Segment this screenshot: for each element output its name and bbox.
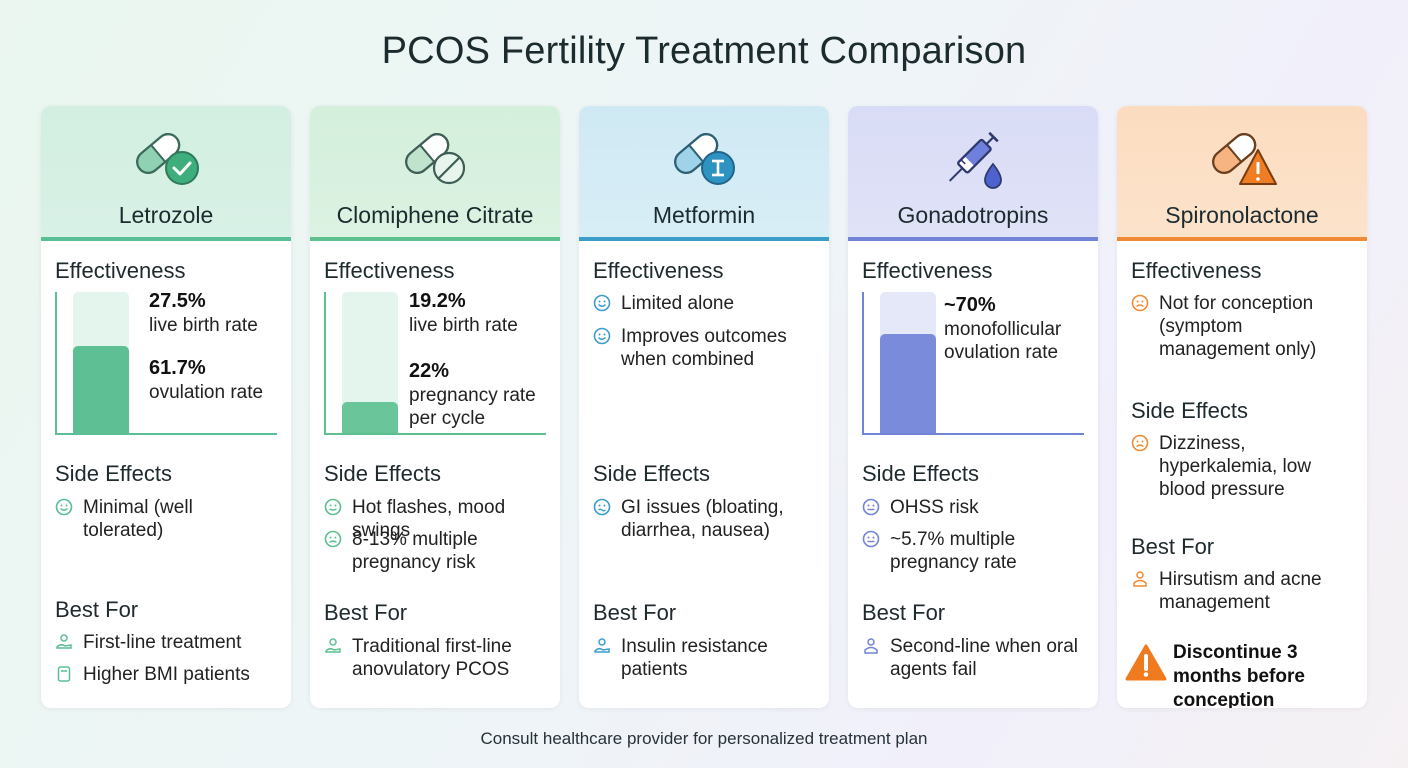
pregnancy-rate-bar bbox=[342, 402, 398, 433]
stat-value: ~70% bbox=[944, 294, 996, 316]
side-effect-item: OHSS risk bbox=[890, 497, 979, 518]
best-for-item: First-line treatment bbox=[83, 632, 242, 653]
card-clomiphene: Clomiphene Citrate Effectiveness 19.2% l… bbox=[310, 106, 560, 708]
syringe-icon bbox=[933, 124, 1013, 194]
side-effects-heading: Side Effects bbox=[55, 461, 172, 486]
neutral-face-icon bbox=[324, 498, 342, 516]
best-for-heading: Best For bbox=[1131, 534, 1215, 559]
stat-label: ovulation rate bbox=[149, 382, 264, 403]
side-effects-heading: Side Effects bbox=[1131, 398, 1248, 423]
effectiveness-heading: Effectiveness bbox=[1131, 258, 1262, 283]
effectiveness-item: Improves outcomes when combined bbox=[621, 326, 787, 370]
stat-value: 19.2% bbox=[409, 290, 466, 312]
smile-icon bbox=[55, 498, 73, 516]
card-metformin: Metformin Effectiveness Limited alone Im… bbox=[579, 106, 829, 708]
best-for-item: Traditional first-line anovulatory PCOS bbox=[352, 636, 512, 680]
neutral-face-icon bbox=[862, 530, 880, 548]
chart-baseline bbox=[55, 433, 277, 435]
best-for-item: Second-line when oral agents fail bbox=[890, 636, 1079, 680]
pill-block-icon bbox=[395, 124, 475, 194]
side-effects-heading: Side Effects bbox=[862, 461, 979, 486]
doctor-icon bbox=[864, 638, 878, 654]
pill-warning-icon bbox=[1202, 124, 1282, 194]
ovulation-rate-bar bbox=[880, 334, 936, 433]
card-title: Letrozole bbox=[118, 202, 214, 228]
chart-axis bbox=[55, 292, 57, 434]
stat-value: 27.5% bbox=[149, 290, 206, 312]
side-effects-heading: Side Effects bbox=[593, 461, 710, 486]
page-title: PCOS Fertility Treatment Comparison bbox=[381, 30, 1027, 72]
effectiveness-heading: Effectiveness bbox=[862, 258, 993, 283]
best-for-heading: Best For bbox=[862, 600, 946, 625]
stat-label: monofollicular ovulation rate bbox=[944, 319, 1062, 363]
footer-note: Consult healthcare provider for personal… bbox=[480, 729, 928, 748]
pill-insulin-icon bbox=[664, 124, 744, 194]
card-title: Spironolactone bbox=[1165, 202, 1319, 228]
effectiveness-heading: Effectiveness bbox=[324, 258, 455, 283]
stat-value: 61.7% bbox=[149, 357, 206, 379]
chart-baseline bbox=[324, 433, 546, 435]
scale-icon bbox=[57, 666, 71, 682]
person-icon bbox=[1133, 571, 1147, 587]
stat-value: 22% bbox=[409, 360, 450, 382]
side-effect-item: Minimal (well tolerated) bbox=[83, 497, 193, 541]
side-effect-item: Dizziness, hyperkalemia, low blood press… bbox=[1159, 433, 1312, 500]
ovulation-rate-bar bbox=[73, 346, 129, 433]
card-spironolactone: Spironolactone Effectiveness Not for con… bbox=[1117, 106, 1367, 708]
effectiveness-item: Not for conception (symptom management o… bbox=[1159, 293, 1317, 360]
card-title: Gonadotropins bbox=[897, 202, 1049, 228]
card-header: Spironolactone bbox=[1117, 106, 1367, 241]
side-effect-item: GI issues (bloating, diarrhea, nausea) bbox=[621, 497, 784, 541]
hand-person-icon bbox=[594, 638, 610, 653]
card-header: Metformin bbox=[579, 106, 829, 241]
discontinue-warning: Discontinue 3 months before conception bbox=[1173, 642, 1305, 708]
stat-label: live birth rate bbox=[409, 315, 518, 336]
side-effect-item: ~5.7% multiple pregnancy rate bbox=[890, 529, 1017, 573]
chart-axis bbox=[862, 292, 864, 434]
side-effects-heading: Side Effects bbox=[324, 461, 441, 486]
card-title: Clomiphene Citrate bbox=[336, 202, 534, 228]
card-header: Clomiphene Citrate bbox=[310, 106, 560, 241]
effectiveness-heading: Effectiveness bbox=[593, 258, 724, 283]
card-header: Letrozole bbox=[41, 106, 291, 241]
smile-icon bbox=[593, 327, 611, 345]
effectiveness-item: Limited alone bbox=[621, 293, 735, 314]
sad-face-icon bbox=[1131, 294, 1149, 312]
best-for-item: Hirsutism and acne management bbox=[1159, 569, 1322, 613]
card-gonadotropins: Gonadotropins Effectiveness ~70% monofol… bbox=[848, 106, 1098, 708]
best-for-heading: Best For bbox=[55, 597, 139, 622]
stat-label: live birth rate bbox=[149, 315, 258, 336]
chart-baseline bbox=[862, 433, 1084, 435]
card-letrozole: Letrozole Effectiveness 27.5% live birth… bbox=[41, 106, 291, 708]
best-for-heading: Best For bbox=[324, 600, 408, 625]
pill-check-icon bbox=[126, 124, 206, 194]
warning-icon bbox=[1125, 644, 1167, 681]
card-header: Gonadotropins bbox=[848, 106, 1098, 241]
stat-label: pregnancy rate per cycle bbox=[409, 385, 536, 429]
hand-person-icon bbox=[325, 638, 341, 653]
effectiveness-heading: Effectiveness bbox=[55, 258, 186, 283]
best-for-heading: Best For bbox=[593, 600, 677, 625]
best-for-item: Higher BMI patients bbox=[83, 664, 250, 685]
smile-icon bbox=[593, 294, 611, 312]
dizzy-face-icon bbox=[1131, 434, 1149, 452]
hand-person-icon bbox=[56, 634, 72, 649]
side-effect-item: Hot flashes, mood swings bbox=[352, 497, 506, 541]
frown-face-icon bbox=[324, 530, 342, 548]
best-for-item: Insulin resistance patients bbox=[621, 636, 768, 680]
neutral-face-icon bbox=[862, 498, 880, 516]
card-title: Metformin bbox=[652, 202, 756, 228]
queasy-face-icon bbox=[593, 498, 611, 516]
side-effect-item: 8-13% multiple pregnancy risk bbox=[352, 529, 478, 573]
chart-axis bbox=[324, 292, 326, 434]
